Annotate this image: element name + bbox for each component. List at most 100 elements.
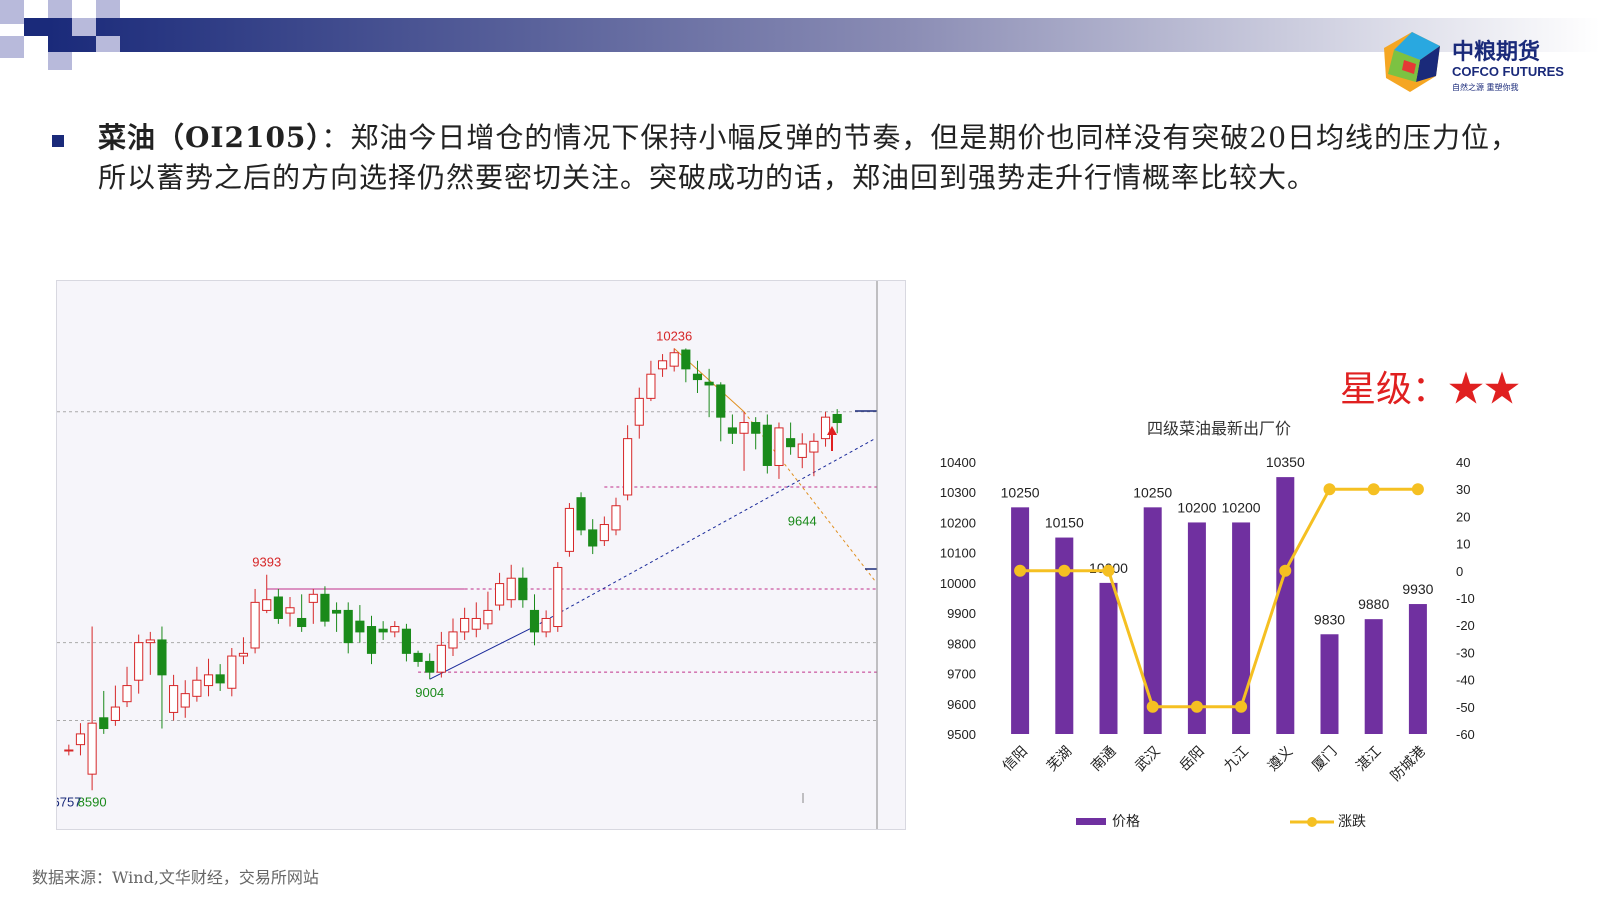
candle-body — [145, 639, 155, 644]
candle-body — [692, 373, 703, 381]
candle-body — [180, 693, 190, 708]
bar-value-label: 9830 — [1314, 611, 1345, 627]
candle-body — [390, 626, 400, 633]
candle-body — [425, 660, 435, 673]
header-square — [0, 0, 24, 24]
candle-body — [727, 427, 737, 434]
trend-line — [429, 626, 535, 680]
y-tick-left: 9700 — [947, 667, 976, 682]
candle-body — [623, 438, 633, 496]
candle-body — [192, 679, 202, 697]
candle-body — [751, 422, 761, 434]
price-annotation: 9393 — [252, 555, 281, 570]
y-tick-left: 9500 — [947, 727, 976, 742]
bar-value-label: 10350 — [1266, 454, 1305, 470]
candle-body — [483, 609, 493, 625]
bullet-square-icon — [52, 135, 64, 147]
legend-label: 价格 — [1112, 813, 1140, 829]
legend-label: 涨跌 — [1338, 813, 1366, 829]
price-annotation: 9644 — [788, 513, 817, 528]
candle-body — [739, 422, 749, 434]
price-bar — [1055, 537, 1074, 734]
bar-value-label: 10150 — [1045, 515, 1084, 531]
up-arrow-head-icon — [827, 426, 837, 435]
y-tick-left: 10200 — [940, 515, 976, 530]
header-square — [48, 52, 72, 70]
candle-body — [820, 416, 831, 440]
rating-label: 星级： — [1340, 369, 1449, 410]
price-annotation: 10236 — [656, 328, 692, 343]
candle-body — [285, 607, 295, 614]
price-annotation: 6757 — [56, 794, 81, 809]
category-label: 武汉 — [1132, 743, 1163, 774]
category-label: 九江 — [1220, 743, 1251, 774]
logo-icon — [1384, 32, 1440, 92]
candle-body — [553, 566, 563, 628]
candle-body — [704, 381, 714, 386]
y-tick-left: 10000 — [940, 576, 976, 591]
candle-body — [99, 717, 109, 730]
y-tick-left: 9900 — [947, 606, 976, 621]
candle-body — [634, 397, 644, 426]
candle-body — [64, 749, 74, 752]
candle-body — [611, 505, 621, 531]
candle-body — [599, 524, 609, 542]
candle-body — [250, 601, 260, 649]
paragraph-body: ：郑油今日增仓的情况下保持小幅反弹的节奏，但是期价也同样没有突破20日均线的压力… — [98, 121, 1520, 194]
category-label: 南通 — [1088, 743, 1119, 774]
rating: 星级：★★ — [1340, 360, 1520, 412]
candle-body — [297, 617, 307, 628]
y-tick-right: -60 — [1456, 727, 1475, 742]
bar-chart-title: 四级菜油最新出厂价 — [1147, 420, 1291, 438]
legend-swatch-bar — [1076, 818, 1106, 825]
price-bar — [1320, 634, 1339, 734]
category-label: 岳阳 — [1176, 743, 1207, 774]
y-tick-left: 9800 — [947, 636, 976, 651]
candle-body — [774, 427, 784, 466]
y-tick-right: -40 — [1456, 673, 1475, 688]
legend-swatch-point — [1307, 817, 1317, 827]
candle-body — [332, 609, 342, 614]
header-square — [24, 18, 48, 36]
change-point — [1411, 483, 1424, 496]
category-label: 信阳 — [999, 743, 1030, 774]
y-tick-right: 30 — [1456, 482, 1470, 497]
data-source: 数据来源：Wind,文华财经，交易所网站 — [32, 868, 319, 887]
header-square — [72, 18, 96, 36]
bar-value-label: 10200 — [1222, 499, 1261, 515]
change-point — [1058, 564, 1071, 577]
price-annotation: 8590 — [78, 794, 107, 809]
candle-body — [506, 577, 516, 601]
candle-body — [308, 593, 318, 603]
candle-body — [809, 440, 819, 453]
candle-body — [786, 438, 796, 448]
candle-body — [460, 617, 470, 633]
change-point — [1190, 700, 1203, 713]
candle-body — [401, 628, 412, 654]
candle-body — [169, 685, 179, 713]
y-tick-right: -10 — [1456, 591, 1475, 606]
logo-cn-text: 中粮期货 — [1452, 40, 1541, 65]
price-bar — [1143, 507, 1162, 734]
candle-body — [320, 593, 330, 622]
change-point — [1323, 483, 1336, 496]
y-tick-right: -20 — [1456, 618, 1475, 633]
price-bar — [1408, 604, 1427, 734]
header-square — [48, 0, 72, 18]
candle-body — [716, 384, 726, 418]
y-tick-right: 40 — [1456, 455, 1470, 470]
candle-body — [471, 617, 481, 630]
candle-body — [832, 413, 842, 424]
change-point — [1279, 564, 1292, 577]
y-tick-right: -50 — [1456, 700, 1475, 715]
change-point — [1367, 483, 1380, 496]
candle-body — [657, 360, 668, 370]
y-tick-right: 0 — [1456, 564, 1463, 579]
bar-value-label: 10250 — [1001, 484, 1040, 500]
candle-body — [157, 639, 167, 676]
candle-body — [273, 596, 283, 619]
rating-stars: ★★ — [1448, 369, 1521, 410]
price-annotation: 9004 — [415, 685, 444, 700]
bar-value-label: 10250 — [1133, 484, 1172, 500]
bar-value-label: 9930 — [1402, 581, 1433, 597]
